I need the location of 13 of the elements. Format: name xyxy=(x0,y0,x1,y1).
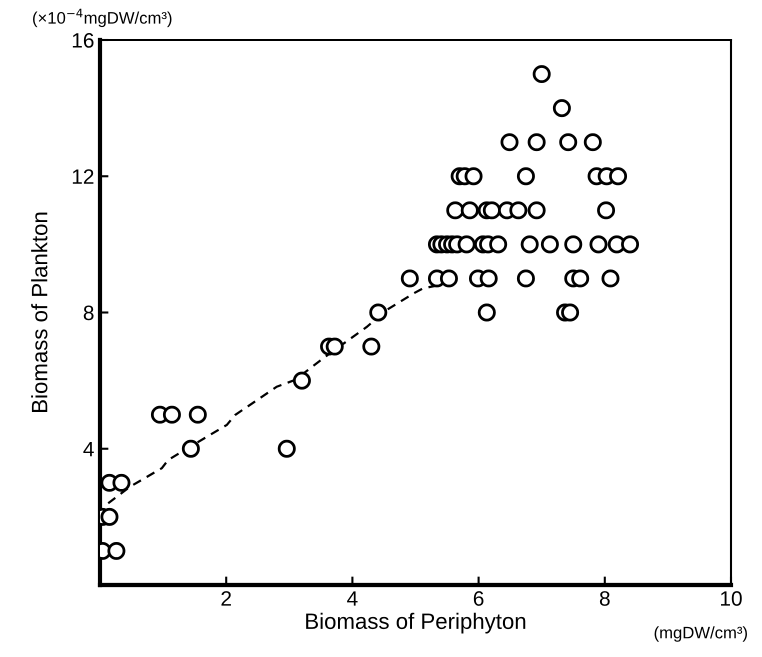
text: (×10$^{−4}$mgDW/cm³) xyxy=(33,8,172,28)
y-tick-label: 16 xyxy=(72,33,94,48)
y-tick-label: 12 xyxy=(72,169,94,184)
x-tick-label: 2 xyxy=(221,591,231,606)
y-axis-title: Biomass of Plankton xyxy=(31,212,48,412)
x-tick-label: 10 xyxy=(721,591,742,606)
x-axis-title: Biomass of Periphyton xyxy=(306,612,526,634)
y-tick-label: 8 xyxy=(84,306,94,320)
y-tick-label: 4 xyxy=(83,442,94,456)
x-tick-label: 6 xyxy=(474,591,484,606)
x-tick-label: 8 xyxy=(600,591,610,606)
text: (mgDW/cm³) xyxy=(654,626,747,642)
x-tick-label: 4 xyxy=(347,591,358,606)
